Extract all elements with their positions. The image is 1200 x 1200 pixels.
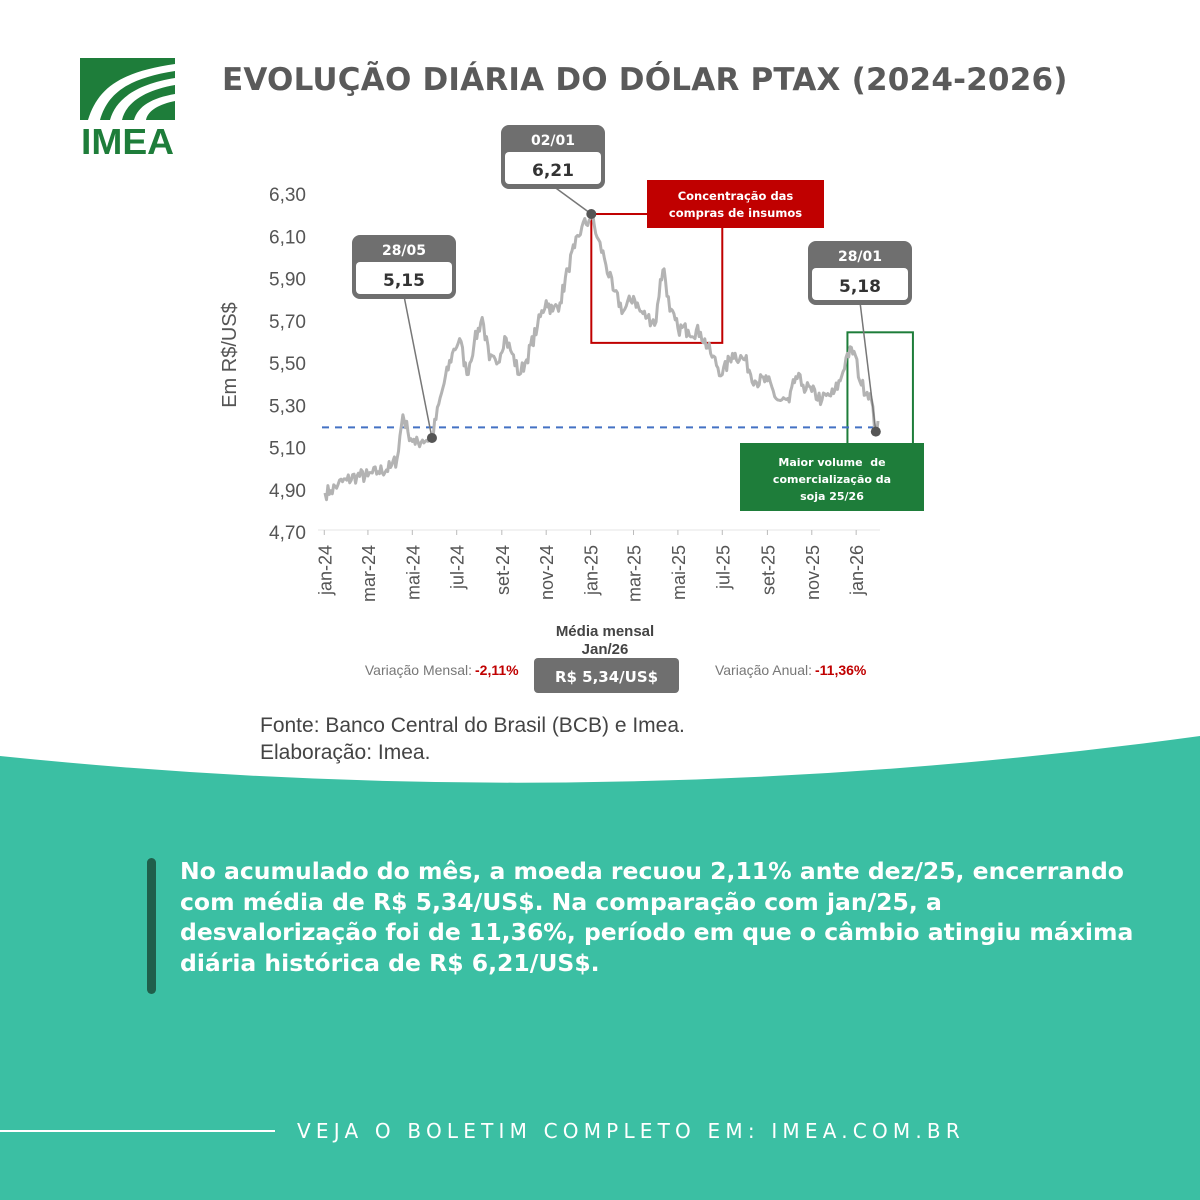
callouts: 28/05 5,15 02/01 6,21 28/01 5,18 [352, 125, 912, 443]
callout-point [870, 426, 881, 437]
x-tick-label: set-25 [758, 545, 778, 595]
dollar-ptax-chart: 6,30 6,10 5,90 5,70 5,50 5,30 5,10 4,90 4,70 Em … [219, 125, 924, 693]
commercialization-label-line-3: soja 25/26 [800, 490, 864, 503]
callout-point [426, 432, 437, 443]
callout-value-bg [812, 268, 908, 300]
y-tick-label: 4,90 [269, 481, 306, 502]
x-tick-label: mai-25 [669, 545, 689, 600]
x-axis-ticks: jan-24 mar-24 mai-24 jul-24 set-24 nov-24 jan-… [315, 530, 867, 602]
monthly-summary: Média mensal Jan/26 Variação Mensal: -2,… [365, 623, 867, 693]
y-tick-label: 6,30 [269, 185, 306, 206]
callout-value: 6,21 [532, 161, 574, 181]
x-tick-label: jan-25 [582, 545, 602, 596]
y-tick-label: 5,30 [269, 396, 306, 417]
source-note: Fonte: Banco Central do Brasil (BCB) e I… [260, 712, 685, 766]
concentration-annotation: Concentração das compras de insumos [590, 180, 824, 344]
y-tick-label: 5,70 [269, 312, 306, 333]
page-title: EVOLUÇÃO DIÁRIA DO DÓLAR PTAX (2024-2026… [222, 62, 1068, 98]
callout-leader [552, 185, 592, 215]
annual-variation-value: -11,36% [815, 662, 867, 678]
x-tick-label: jul-25 [713, 545, 733, 590]
average-badge-bg [534, 658, 679, 693]
callout-value-bg [356, 262, 452, 294]
teal-background [0, 736, 1200, 1200]
x-tick-label: jul-24 [448, 545, 468, 590]
commercialization-label-line-2: comercialização da [773, 473, 891, 486]
x-tick-label: jan-26 [847, 545, 867, 596]
callout-date: 28/05 [382, 243, 426, 259]
y-tick-label: 5,50 [269, 354, 306, 375]
summary-paragraph: No acumulado do mês, a moeda recuou 2,11… [180, 857, 1134, 977]
summary-heading-line-1: Média mensal [556, 623, 654, 640]
x-tick-label: jan-24 [315, 545, 335, 596]
source-line: Fonte: Banco Central do Brasil (BCB) e I… [260, 714, 685, 737]
commercialization-label-line-1: Maior volume de [778, 456, 885, 469]
quote-accent-bar [147, 858, 156, 994]
average-badge-value: R$ 5,34/US$ [555, 668, 658, 686]
logo-text: IMEA [81, 121, 174, 156]
y-axis-label: Em R$/US$ [219, 302, 241, 408]
y-axis-ticks: 6,30 6,10 5,90 5,70 5,50 5,30 5,10 4,90 4,70 [269, 185, 306, 544]
callout-date: 02/01 [531, 133, 575, 149]
x-tick-label: mar-25 [625, 545, 645, 602]
callout-value-bg [505, 152, 601, 184]
monthly-variation-label: Variação Mensal: [365, 662, 472, 678]
imea-logo: IMEA [80, 58, 175, 156]
callout-leader [403, 295, 433, 439]
elaboration-line: Elaboração: Imea. [260, 741, 431, 764]
monthly-variation-value: -2,11% [475, 662, 519, 678]
callout-28-01: 28/01 5,18 [808, 241, 912, 437]
callout-28-05: 28/05 5,15 [352, 235, 456, 443]
callout-date: 28/01 [838, 249, 882, 265]
summary-heading-line-2: Jan/26 [582, 641, 629, 658]
x-tick-label: set-24 [493, 545, 513, 595]
x-tick-label: mai-24 [403, 545, 423, 600]
y-tick-label: 5,10 [269, 439, 306, 460]
footer-cta[interactable]: VEJA O BOLETIM COMPLETO EM: IMEA.COM.BR [297, 1119, 965, 1143]
annual-variation-label: Variação Anual: [715, 662, 812, 678]
concentration-label-line-2: compras de insumos [669, 206, 802, 220]
y-tick-label: 6,10 [269, 227, 306, 248]
concentration-label-bg [647, 180, 824, 228]
concentration-label-line-1: Concentração das [678, 189, 794, 203]
footer-divider [0, 1130, 275, 1132]
ptax-series-line [323, 212, 880, 502]
commercialization-label-bg [740, 443, 924, 511]
callout-02-01: 02/01 6,21 [501, 125, 605, 220]
callout-leader [859, 301, 877, 432]
commercialization-annotation: Maior volume de comercialização da soja … [740, 331, 924, 511]
y-tick-label: 5,90 [269, 270, 306, 291]
x-tick-label: nov-24 [537, 545, 557, 600]
callout-value: 5,18 [839, 277, 881, 297]
x-tick-label: mar-24 [359, 545, 379, 602]
x-tick-label: nov-25 [803, 545, 823, 600]
callout-value: 5,15 [383, 271, 425, 291]
y-tick-label: 4,70 [269, 523, 306, 544]
callout-point [586, 209, 597, 220]
